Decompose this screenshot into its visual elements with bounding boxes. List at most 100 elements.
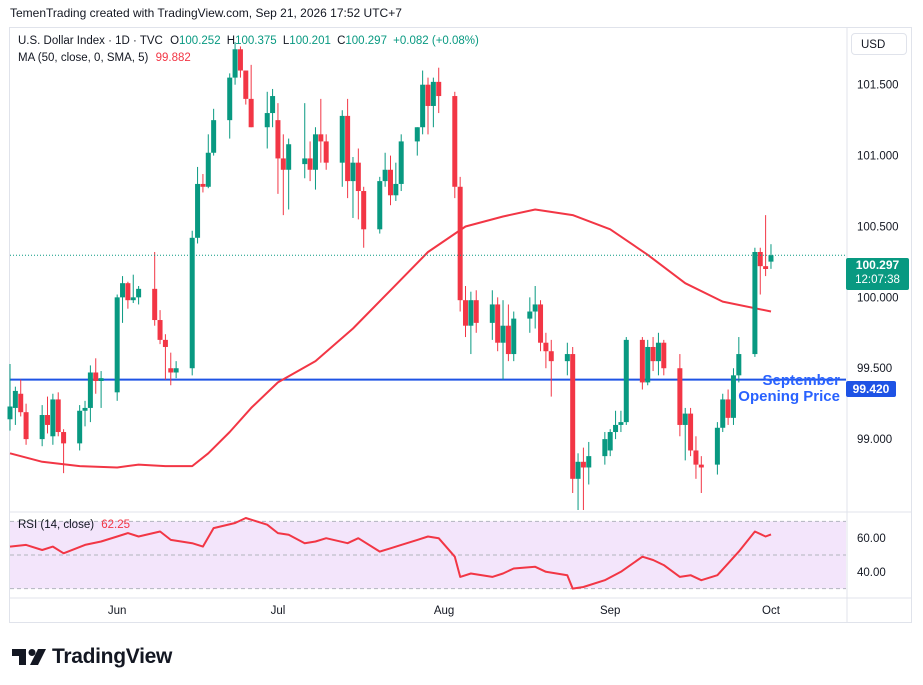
candle-body bbox=[543, 342, 549, 352]
price-tick-label: 99.000 bbox=[857, 434, 892, 446]
candle bbox=[211, 108, 217, 156]
candle bbox=[420, 70, 426, 135]
candle-body bbox=[736, 354, 742, 376]
candle bbox=[125, 281, 131, 309]
last-price-tag: 100.297 12:07:38 bbox=[846, 258, 909, 290]
candle bbox=[323, 134, 329, 170]
candle bbox=[763, 215, 769, 277]
candle bbox=[136, 286, 142, 305]
tradingview-logo[interactable]: TradingView bbox=[12, 645, 172, 669]
candle-body bbox=[655, 342, 661, 362]
candle-body bbox=[130, 297, 136, 301]
candle-body bbox=[12, 390, 18, 408]
candle-body bbox=[195, 183, 201, 238]
change-value: +0.082 (+0.08%) bbox=[393, 35, 479, 47]
ma-label: MA (50, close, 0, SMA, 5) bbox=[18, 52, 149, 64]
candle-body bbox=[639, 339, 645, 383]
currency-button[interactable]: USD bbox=[851, 33, 907, 55]
candle bbox=[12, 386, 18, 425]
candle-body bbox=[682, 413, 688, 425]
candle bbox=[580, 447, 586, 510]
candle bbox=[613, 410, 619, 440]
candle bbox=[237, 46, 243, 78]
candle bbox=[688, 407, 694, 457]
candle bbox=[77, 405, 83, 451]
candle bbox=[61, 429, 67, 474]
candle-body bbox=[548, 351, 554, 362]
time-tick-label: Aug bbox=[434, 605, 454, 617]
time-tick-label: Sep bbox=[600, 605, 620, 617]
candle bbox=[468, 291, 474, 355]
candle-body bbox=[420, 84, 426, 128]
candle bbox=[23, 403, 29, 445]
candle bbox=[286, 138, 292, 210]
candle bbox=[602, 432, 608, 465]
candle bbox=[720, 393, 726, 433]
candle-body bbox=[645, 346, 651, 383]
candle bbox=[87, 365, 93, 423]
annotation-line-1: September bbox=[762, 372, 840, 389]
candle-body bbox=[500, 325, 506, 343]
candle bbox=[570, 346, 576, 493]
candle-body bbox=[157, 320, 163, 340]
candle bbox=[607, 429, 613, 457]
candle bbox=[511, 311, 517, 362]
candle-body bbox=[270, 96, 276, 114]
candle-body bbox=[575, 461, 581, 479]
candles bbox=[7, 42, 774, 510]
candle-body bbox=[382, 169, 388, 182]
candle bbox=[130, 274, 136, 304]
candle-body bbox=[307, 158, 313, 170]
candle bbox=[768, 244, 774, 269]
tradingview-logo-icon bbox=[12, 649, 46, 665]
candle-body bbox=[602, 439, 608, 457]
candle bbox=[189, 230, 195, 376]
candle bbox=[152, 251, 158, 326]
high-value: 100.375 bbox=[235, 35, 277, 47]
candle-body bbox=[55, 399, 61, 433]
candle-body bbox=[45, 415, 51, 425]
candle bbox=[280, 134, 286, 216]
candle bbox=[387, 155, 393, 206]
candle-body bbox=[280, 158, 286, 170]
rsi-axis: 40.00 60.00 bbox=[857, 533, 886, 579]
candle-body bbox=[318, 134, 324, 142]
candle-body bbox=[489, 304, 495, 323]
rsi-line bbox=[9, 517, 772, 590]
candle-body bbox=[473, 300, 479, 323]
candle bbox=[586, 441, 592, 485]
candle bbox=[312, 127, 318, 190]
open-label: O bbox=[170, 35, 180, 47]
candle-body bbox=[82, 407, 88, 411]
candle bbox=[543, 332, 549, 369]
tradingview-logo-text: TradingView bbox=[52, 645, 173, 668]
candle-body bbox=[452, 96, 458, 187]
candle-body bbox=[264, 113, 270, 128]
candle bbox=[650, 337, 656, 372]
candle bbox=[639, 337, 645, 390]
candle-body bbox=[243, 70, 249, 99]
candle-body bbox=[580, 461, 586, 468]
candle bbox=[50, 393, 56, 445]
low-value: 100.201 bbox=[289, 35, 331, 47]
price-grid bbox=[9, 27, 912, 623]
price-tick-label: 100.500 bbox=[857, 221, 899, 233]
candle bbox=[345, 98, 351, 199]
candle-body bbox=[768, 255, 774, 262]
annotation-line-2: Opening Price bbox=[738, 388, 840, 405]
ohlc-legend: U.S. Dollar Index · 1D · TVC O100.252 H1… bbox=[18, 35, 479, 47]
candle-body bbox=[205, 152, 211, 187]
candle bbox=[693, 436, 699, 479]
candle bbox=[248, 64, 254, 128]
candle bbox=[714, 422, 720, 475]
candle-body bbox=[339, 115, 345, 163]
candle bbox=[82, 400, 88, 427]
price-tick-label: 101.500 bbox=[857, 80, 899, 92]
candle bbox=[698, 456, 704, 493]
candle-body bbox=[377, 181, 383, 230]
chart-frame bbox=[9, 27, 912, 623]
candle bbox=[275, 103, 281, 194]
rsi-polyline bbox=[9, 517, 772, 590]
candle bbox=[157, 310, 163, 345]
